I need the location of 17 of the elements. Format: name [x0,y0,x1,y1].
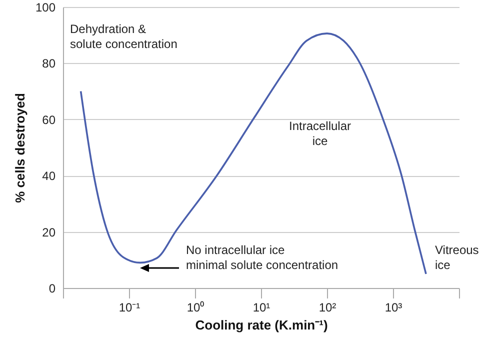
y-tick-label: 80 [42,56,56,71]
x-tick-label: 10¹ [252,300,270,314]
x-tick-label: 10² [318,300,336,314]
annotation: Intracellular ice [288,119,352,148]
y-axis-title: % cells destroyed [12,93,28,203]
annotation: Vitreous ice [435,243,479,272]
y-tick-label: 40 [42,169,56,184]
annotation: Dehydration & solute concentration [70,22,178,51]
annotation: No intracellular ice minimal solute concentration [186,243,338,272]
x-axis-title: Cooling rate (K.min⁻¹) [195,318,328,332]
y-tick-label: 20 [42,225,56,240]
y-tick-label: 100 [35,0,56,14]
x-tick-label: 10⁻¹ [118,300,140,314]
x-tick-label: 10³ [384,300,402,314]
y-tick-label: 0 [48,282,56,296]
y-tick-label: 60 [42,112,56,127]
x-tick-label: 10⁰ [186,300,204,314]
